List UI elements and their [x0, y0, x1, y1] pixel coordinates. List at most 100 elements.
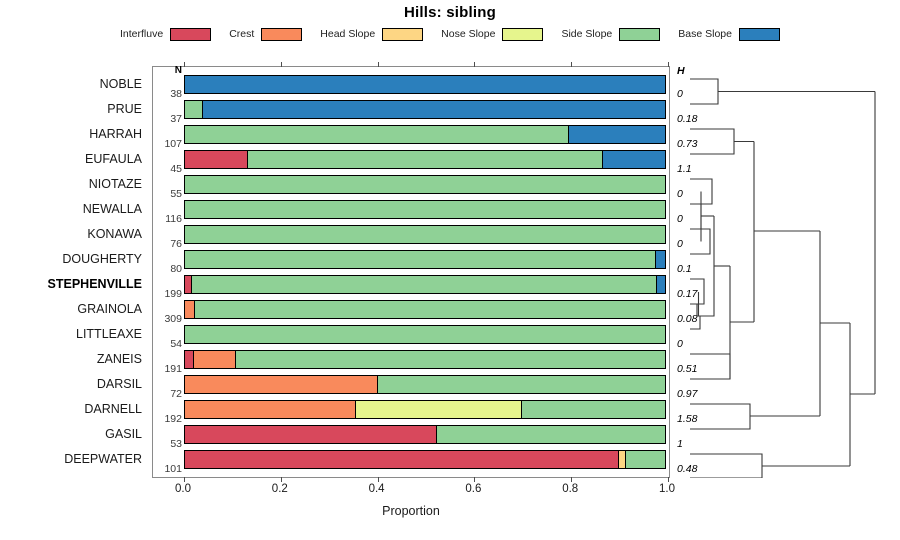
- y-axis-label[interactable]: NOBLE: [99, 77, 142, 91]
- bar-segment[interactable]: [185, 301, 195, 318]
- stacked-bar[interactable]: [184, 250, 666, 269]
- stacked-bar[interactable]: [184, 300, 666, 319]
- bar-segment[interactable]: [377, 376, 665, 393]
- x-axis-tick-label: 0.4: [368, 483, 385, 495]
- h-value: 0: [677, 238, 683, 250]
- bar-segment[interactable]: [185, 76, 665, 93]
- x-axis-tick: [571, 477, 573, 482]
- stacked-bar[interactable]: [184, 100, 666, 119]
- x-axis-tick-label: 0.6: [465, 483, 482, 495]
- bar-segment[interactable]: [185, 201, 665, 218]
- n-value: 199: [164, 288, 182, 300]
- stacked-bar[interactable]: [184, 175, 666, 194]
- bar-segment[interactable]: [193, 351, 236, 368]
- bar-segment[interactable]: [185, 251, 657, 268]
- y-axis-label[interactable]: NEWALLA: [82, 202, 142, 216]
- y-axis-label[interactable]: GASIL: [105, 427, 142, 441]
- legend-item: Side Slope: [561, 27, 661, 41]
- bar-segment[interactable]: [185, 151, 249, 168]
- bar-segment[interactable]: [185, 351, 194, 368]
- legend-swatch: [738, 27, 780, 41]
- n-value: 80: [170, 263, 182, 275]
- y-axis-label[interactable]: LITTLEAXE: [76, 327, 142, 341]
- dendrogram: [690, 66, 900, 478]
- bar-segment[interactable]: [185, 401, 356, 418]
- x-axis-tick: [377, 62, 379, 67]
- bar-row: 54 0: [153, 325, 683, 350]
- y-axis-label[interactable]: KONAWA: [87, 227, 142, 241]
- bar-row: 55 0: [153, 175, 683, 200]
- n-value: 191: [164, 363, 182, 375]
- h-value: 1: [677, 438, 683, 450]
- n-value: 107: [164, 138, 182, 150]
- bar-segment[interactable]: [656, 251, 665, 268]
- bar-segment[interactable]: [355, 401, 522, 418]
- x-axis-tick: [668, 62, 669, 67]
- stacked-bar[interactable]: [184, 400, 666, 419]
- bar-row: 199 0.17: [153, 275, 697, 300]
- bar-segment[interactable]: [602, 151, 665, 168]
- stacked-bar[interactable]: [184, 425, 666, 444]
- stacked-bar[interactable]: [184, 450, 666, 469]
- y-axis-label[interactable]: PRUE: [107, 102, 142, 116]
- legend-item: Head Slope: [320, 27, 424, 41]
- bar-segment[interactable]: [185, 451, 619, 468]
- legend-swatch: [170, 27, 212, 41]
- stacked-bar[interactable]: [184, 350, 666, 369]
- bar-segment[interactable]: [521, 401, 665, 418]
- x-axis-tick: [184, 477, 185, 482]
- stacked-bar[interactable]: [184, 375, 666, 394]
- bar-segment[interactable]: [618, 451, 627, 468]
- y-axis-label[interactable]: HARRAH: [89, 127, 142, 141]
- legend-item: Crest: [229, 27, 303, 41]
- y-axis-label[interactable]: DARSIL: [96, 377, 142, 391]
- bar-segment[interactable]: [185, 376, 378, 393]
- stacked-bar[interactable]: [184, 75, 666, 94]
- stacked-bar[interactable]: [184, 275, 666, 294]
- h-value: 0.97: [677, 388, 698, 400]
- y-axis-label[interactable]: GRAINOLA: [77, 302, 142, 316]
- stacked-bar[interactable]: [184, 325, 666, 344]
- y-axis-label[interactable]: DOUGHERTY: [62, 252, 142, 266]
- bar-segment[interactable]: [185, 426, 438, 443]
- h-value: 0.08: [677, 313, 698, 325]
- y-axis-labels: NOBLE PRUE HARRAH EUFAULA NIOTAZE NEWALLA KONA…: [0, 66, 148, 478]
- legend-swatch: [382, 27, 424, 41]
- x-axis-tick: [280, 477, 282, 482]
- stacked-bar[interactable]: [184, 125, 666, 144]
- y-axis-label[interactable]: NIOTAZE: [88, 177, 142, 191]
- n-value: 55: [170, 188, 182, 200]
- y-axis-label[interactable]: DARNELL: [84, 402, 142, 416]
- bar-row: 192 1.58: [153, 400, 697, 425]
- x-axis-tick: [184, 62, 185, 67]
- h-value: 0.1: [677, 263, 692, 275]
- bar-segment[interactable]: [437, 426, 665, 443]
- bar-segment[interactable]: [194, 301, 665, 318]
- y-axis-label[interactable]: EUFAULA: [85, 152, 142, 166]
- bar-segment[interactable]: [248, 151, 603, 168]
- stacked-bar[interactable]: [184, 150, 666, 169]
- y-axis-label[interactable]: ZANEIS: [96, 352, 142, 366]
- bar-segment[interactable]: [185, 126, 570, 143]
- y-axis-label[interactable]: DEEPWATER: [64, 452, 142, 466]
- dendrogram-svg: [690, 78, 876, 478]
- bar-segment[interactable]: [569, 126, 665, 143]
- bar-segment[interactable]: [235, 351, 665, 368]
- stacked-bar[interactable]: [184, 225, 666, 244]
- stacked-bar[interactable]: [184, 200, 666, 219]
- bar-row: 76 0: [153, 225, 683, 250]
- bar-row: 101 0.48: [153, 450, 697, 475]
- bar-segment[interactable]: [185, 101, 203, 118]
- bar-row: 38 0: [153, 75, 683, 100]
- bar-segment[interactable]: [657, 276, 665, 293]
- y-axis-label[interactable]: STEPHENVILLE: [47, 277, 142, 291]
- x-axis-tick-label: 0.2: [271, 483, 288, 495]
- bar-segment[interactable]: [626, 451, 665, 468]
- bar-segment[interactable]: [185, 276, 192, 293]
- bar-segment[interactable]: [185, 176, 665, 193]
- bar-segment[interactable]: [191, 276, 658, 293]
- bar-segment[interactable]: [202, 101, 665, 118]
- chart-title: Hills: sibling: [404, 4, 496, 21]
- bar-segment[interactable]: [185, 226, 665, 243]
- bar-segment[interactable]: [185, 326, 665, 343]
